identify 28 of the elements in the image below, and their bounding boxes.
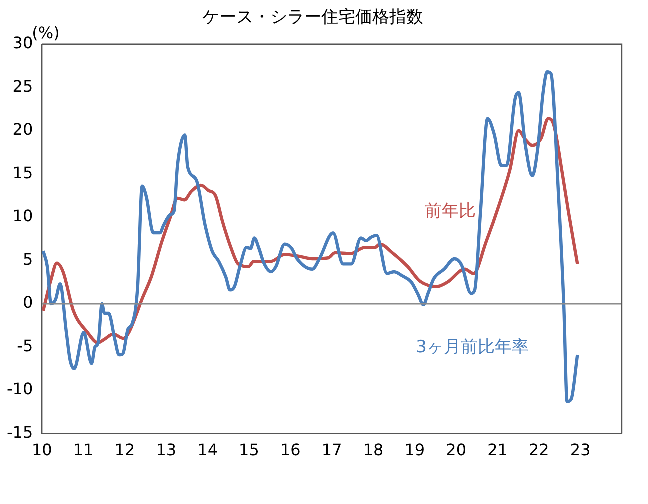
chart-title: ケース・シラー住宅価格指数 [202, 8, 424, 28]
y-tick-label: -15 [6, 422, 34, 442]
x-tick-label: 20 [446, 440, 467, 460]
y-axis-title: (%) [32, 24, 60, 43]
x-tick-label: 21 [488, 440, 508, 460]
y-tick-label: 10 [12, 206, 34, 226]
line-series [42, 70, 580, 404]
x-tick-label: 22 [528, 440, 550, 460]
y-tick-label: 0 [22, 293, 34, 312]
y-tick-label: 30 [12, 34, 34, 53]
y-tick-label: 15 [12, 163, 34, 182]
x-tick-label: 16 [280, 440, 301, 460]
x-tick-label: 11 [73, 440, 94, 460]
series-label: 前年比 [424, 201, 476, 222]
x-tick-label: 18 [363, 440, 384, 460]
x-tick-label: 23 [570, 440, 591, 460]
y-tick-label: -10 [6, 380, 34, 399]
y-tick-label: 25 [12, 76, 34, 96]
x-tick-label: 12 [114, 440, 136, 460]
y-tick-label: 20 [12, 120, 34, 140]
x-tick-label: 13 [156, 440, 177, 460]
x-tick-label: 19 [404, 440, 426, 460]
series-label: 3ヶ月前比年率 [416, 338, 529, 358]
y-tick-label: -5 [17, 336, 34, 356]
y-tick-label: 5 [22, 250, 34, 269]
x-tick-label: 15 [239, 440, 260, 460]
x-tick-label: 14 [198, 440, 218, 460]
x-tick-label: 17 [322, 440, 342, 460]
